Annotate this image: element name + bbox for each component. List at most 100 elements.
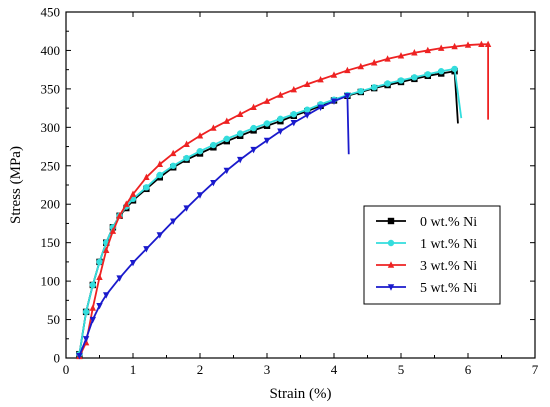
data-point [223,117,230,124]
data-point [116,212,123,219]
legend-label: 0 wt.% Ni [420,215,477,230]
legend-label: 3 wt.% Ni [420,259,477,274]
plot-frame [65,11,536,359]
data-point [451,65,458,73]
data-point [89,304,96,311]
data-point [210,179,217,187]
data-point [156,160,163,167]
data-point [103,246,110,254]
y-tick-label: 350 [41,81,61,96]
data-point [103,292,110,299]
data-point [277,128,284,135]
data-point [277,115,284,123]
y-tick-label: 150 [41,235,61,250]
legend-item: 5 wt.% Ni [376,281,477,296]
y-tick-label: 400 [41,43,61,58]
data-point [96,303,103,310]
data-point [438,68,445,75]
data-point [196,192,204,199]
y-tick-label: 250 [41,158,61,173]
data-point [290,111,297,118]
data-point [82,308,90,316]
y-tick-label: 200 [41,197,61,212]
x-tick-label: 6 [465,362,472,377]
data-point [464,41,472,48]
legend-item: 1 wt.% Ni [376,237,477,252]
x-tick-label: 0 [63,362,70,377]
series-layer [76,40,492,360]
data-point [129,190,137,197]
data-point [317,75,324,83]
data-point [317,104,324,112]
x-tick-label: 2 [197,362,204,377]
data-point [411,74,418,81]
data-point [357,62,364,70]
data-point [344,93,351,100]
data-point [263,97,271,104]
y-axis-title: Stress (MPa) [8,146,24,224]
x-tick-label: 4 [331,362,338,377]
data-point [156,171,163,179]
x-tick-label: 1 [130,362,137,377]
data-point [109,227,117,234]
data-point [371,59,378,66]
data-point [82,336,90,343]
data-point [170,162,177,169]
data-point [397,77,405,84]
data-point [384,80,391,87]
data-point [484,40,492,47]
x-tick-label: 7 [532,362,539,377]
data-point [156,232,163,239]
data-point [237,156,244,164]
data-point [250,146,257,154]
data-point [170,149,177,157]
data-point [237,130,244,137]
data-point [116,275,123,282]
data-point [330,71,338,78]
data-point [357,87,364,95]
data-point [451,42,458,50]
data-point [290,120,297,127]
data-point [210,124,217,131]
data-point [250,103,257,111]
y-tick-label: 450 [41,5,61,20]
data-point [143,246,150,253]
data-point [170,218,177,225]
series-line [78,43,490,357]
data-point [89,316,96,324]
data-point [371,84,378,91]
data-point [344,66,351,74]
data-point [76,352,83,360]
data-point [304,106,311,113]
data-point [183,205,190,212]
legend-label: 1 wt.% Ni [420,237,477,252]
x-tick-label: 5 [398,362,405,377]
data-point [424,46,431,54]
data-point [397,52,405,59]
data-point [123,200,130,207]
legend-swatch-marker [387,284,395,291]
data-point [384,55,391,62]
legend-swatch-marker [387,261,395,268]
data-point [223,135,230,143]
data-point [183,140,190,147]
legend-swatch-marker [387,239,395,247]
legend: 0 wt.% Ni 1 wt.% Ni 3 wt.% Ni 5 wt.% Ni [363,205,501,305]
legend-item: 0 wt.% Ni [376,215,477,230]
axis-ticks: 0 1 2 3 4 5 6 7 0 50 100 150 200 250 300 350 400 450 [41,5,539,378]
y-tick-label: 100 [41,274,61,289]
data-point [96,273,103,280]
x-tick-label: 3 [264,362,271,377]
data-point [424,71,431,78]
series-line [78,94,350,357]
y-tick-label: 0 [54,351,61,366]
legend-swatch-marker [387,217,395,225]
data-point [129,259,137,267]
data-point [330,98,338,105]
x-axis-title: Strain (%) [269,386,331,402]
data-point [263,137,271,145]
data-point [96,258,103,266]
data-point [250,124,257,132]
y-tick-label: 50 [47,312,60,327]
